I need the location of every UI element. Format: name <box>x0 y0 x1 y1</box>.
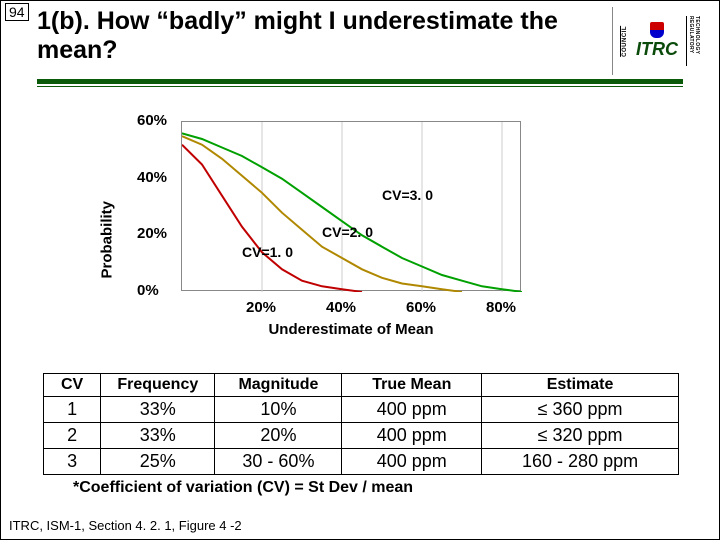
table-header: True Mean <box>342 374 482 397</box>
x-axis-label: Underestimate of Mean <box>181 321 521 338</box>
table-cell: 25% <box>101 449 215 475</box>
logo-right-text: TECHNOLOGY REGULATORY <box>686 16 700 66</box>
table-cell: 3 <box>44 449 101 475</box>
x-tick: 80% <box>486 299 516 316</box>
citation: ITRC, ISM-1, Section 4. 2. 1, Figure 4 -… <box>9 518 242 533</box>
page-number: 94 <box>5 3 29 21</box>
cv-table: CVFrequencyMagnitudeTrue MeanEstimate133… <box>43 373 679 475</box>
y-tick: 0% <box>137 282 159 299</box>
footnote: *Coefficient of variation (CV) = St Dev … <box>43 479 679 497</box>
table-cell: 1 <box>44 397 101 423</box>
table-row: 233%20%400 ppm≤ 320 ppm <box>44 423 679 449</box>
table-cell: 10% <box>215 397 342 423</box>
table-cell: 20% <box>215 423 342 449</box>
title-rule-thin <box>37 86 683 87</box>
table-cell: 30 - 60% <box>215 449 342 475</box>
x-tick: 20% <box>246 299 276 316</box>
table-header: Magnitude <box>215 374 342 397</box>
probability-chart: Probability 60%40%20%0% CV=3. 0CV=2. 0CV… <box>131 121 561 351</box>
series-label: CV=2. 0 <box>322 224 373 240</box>
logo-left-text: COUNCIL <box>620 26 628 57</box>
chart-svg <box>182 122 522 292</box>
y-axis-label: Probability <box>99 201 116 279</box>
table-cell: 400 ppm <box>342 423 482 449</box>
table-row: 325%30 - 60%400 ppm160 - 280 ppm <box>44 449 679 475</box>
plot-area: CV=3. 0 CV=2. 0 CV=1. 0 <box>181 121 521 291</box>
series-label: CV=1. 0 <box>242 244 293 260</box>
table-header: CV <box>44 374 101 397</box>
table-header: Frequency <box>101 374 215 397</box>
table-header: Estimate <box>482 374 679 397</box>
table-cell: 400 ppm <box>342 397 482 423</box>
title-rule-thick <box>37 79 683 84</box>
table-cell: 400 ppm <box>342 449 482 475</box>
cv-table-wrap: CVFrequencyMagnitudeTrue MeanEstimate133… <box>43 373 679 497</box>
table-cell: 2 <box>44 423 101 449</box>
logo-shield-icon <box>650 22 664 38</box>
x-tick: 40% <box>326 299 356 316</box>
table-cell: 160 - 280 ppm <box>482 449 679 475</box>
header: 1(b). How “badly” might I underestimate … <box>1 1 719 75</box>
series-CV=1.0 <box>182 145 362 292</box>
logo-text: ITRC <box>630 39 684 60</box>
table-cell: ≤ 360 ppm <box>482 397 679 423</box>
table-row: 133%10%400 ppm≤ 360 ppm <box>44 397 679 423</box>
x-tick: 60% <box>406 299 436 316</box>
table-cell: 33% <box>101 397 215 423</box>
table-cell: ≤ 320 ppm <box>482 423 679 449</box>
y-tick: 20% <box>137 225 167 242</box>
y-tick: 40% <box>137 169 167 186</box>
itrc-logo: COUNCIL ITRC TECHNOLOGY REGULATORY <box>612 7 707 75</box>
page-title: 1(b). How “badly” might I underestimate … <box>37 7 612 65</box>
table-cell: 33% <box>101 423 215 449</box>
y-tick: 60% <box>137 112 167 129</box>
series-label: CV=3. 0 <box>382 187 433 203</box>
series-CV=2.0 <box>182 136 462 292</box>
